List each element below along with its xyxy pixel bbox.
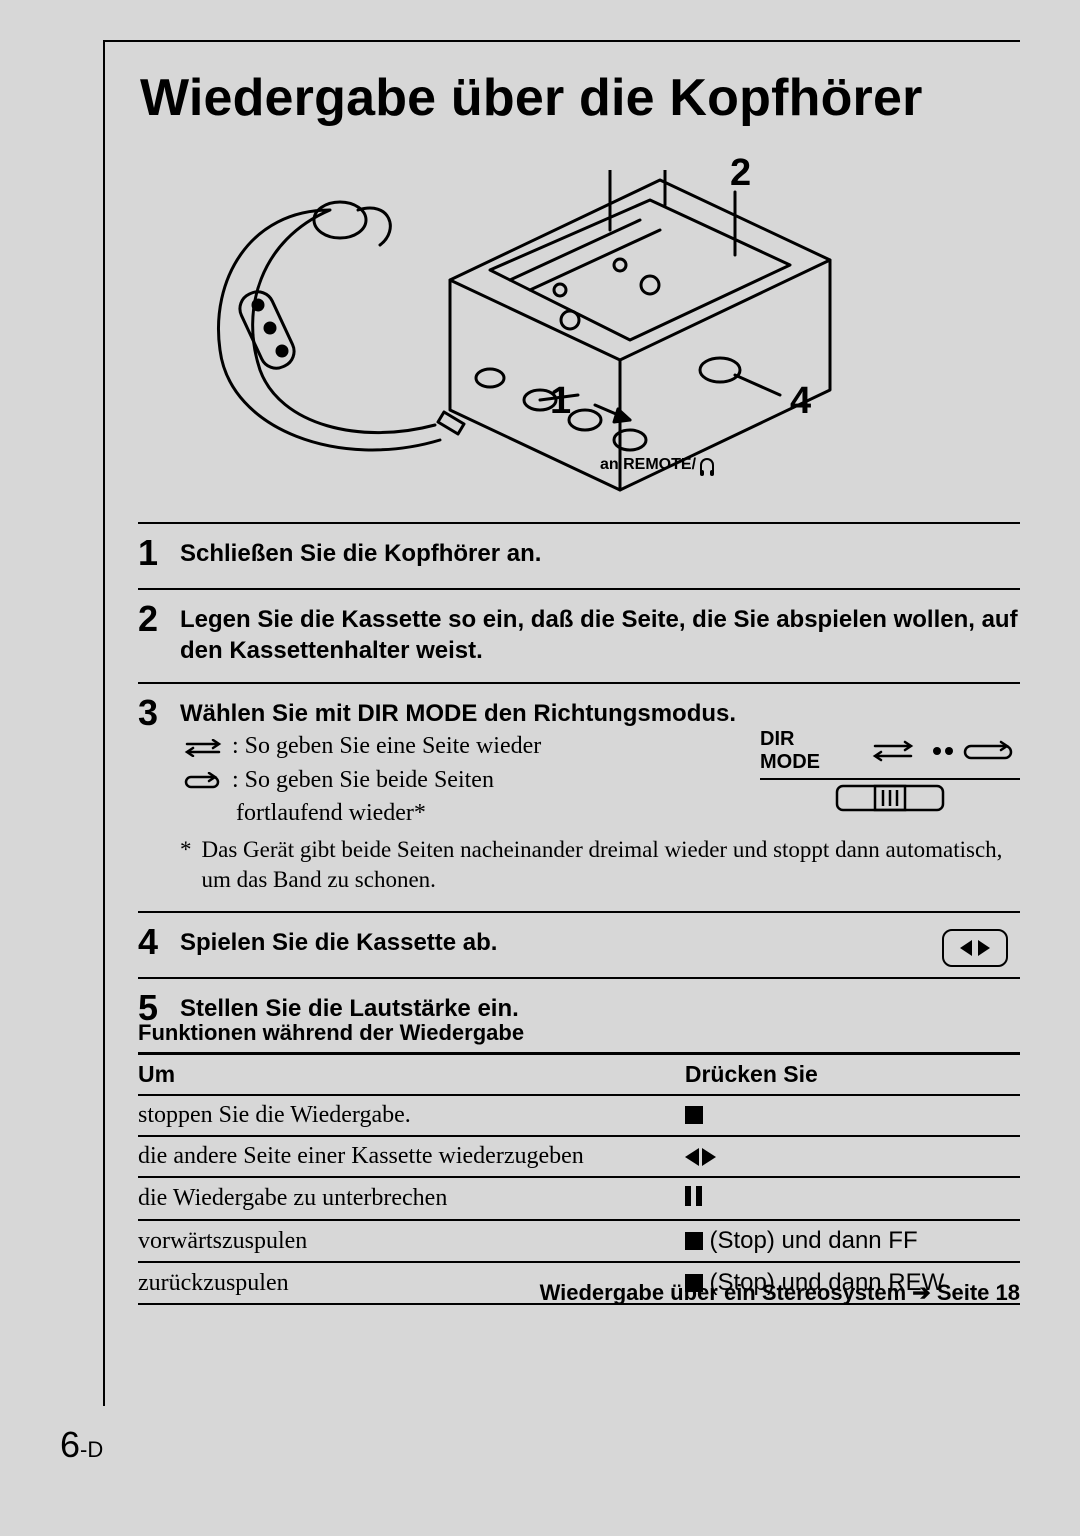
dirmode-label: DIR MODE [760,728,859,774]
dirmode-diagram: DIR MODE [760,728,1020,814]
page-title: Wiedergabe über die Kopfhörer [140,68,923,128]
dirmode-icons [871,740,1020,762]
table-row: die andere Seite einer Kassette wiederzu… [138,1136,1020,1177]
col-action: Um [138,1054,685,1096]
headphone-icon [700,458,714,472]
footer-crossref: Wiedergabe über ein Stereosystem ➔ Seite… [540,1280,1020,1306]
col-button: Drücken Sie [685,1054,1020,1096]
step-heading: Schließen Sie die Kopfhörer an. [180,538,1020,569]
pause-cell [685,1177,1020,1220]
functions-table: Um Drücken Sie stoppen Sie die Wiedergab… [138,1052,1020,1305]
device-diagram: 2 1 4 an REMOTE/ [190,170,890,510]
stop-icon [685,1106,703,1124]
step-number: 2 [138,600,166,666]
top-rule [103,40,1020,42]
step-1: 1 Schließen Sie die Kopfhörer an. [138,522,1020,588]
triangle-left-icon [960,940,972,956]
step-footnote: * Das Gerät gibt beide Seiten nacheinand… [180,835,1020,895]
stop-icon [685,1232,703,1250]
step-2: 2 Legen Sie die Kassette so ein, daß die… [138,588,1020,682]
triangle-left-icon [685,1148,699,1166]
manual-page: Wiedergabe über die Kopfhörer [0,0,1080,1536]
step-4: 4 Spielen Sie die Kassette ab. [138,911,1020,977]
steps-list: 1 Schließen Sie die Kopfhörer an. 2 Lege… [138,522,1020,1042]
table-row: vorwärtszuspulen (Stop) und dann FF [138,1220,1020,1262]
step-heading: Wählen Sie mit DIR MODE den Richtungsmod… [180,698,1020,729]
left-rule [103,40,105,1406]
step-heading: Stellen Sie die Lautstärke ein. [180,993,1020,1024]
table-row: stoppen Sie die Wiedergabe. [138,1095,1020,1136]
triangle-right-icon [978,940,990,956]
page-number: 6-D [60,1424,103,1466]
step-heading: Legen Sie die Kassette so ein, daß die S… [180,604,1020,666]
slide-switch-icon [835,784,945,814]
triangle-right-icon [702,1148,716,1166]
step-3: 3 Wählen Sie mit DIR MODE den Richtungsm… [138,682,1020,911]
remote-label: an REMOTE/ [600,456,714,474]
functions-section: Funktionen während der Wiedergabe Um Drü… [138,1020,1020,1305]
both-sides-icon [180,772,226,790]
play-button-icon [942,929,1008,967]
table-row: die Wiedergabe zu unterbrechen [138,1177,1020,1220]
callout-2: 2 [730,152,751,195]
step-number: 4 [138,923,166,961]
arrow-right-icon: ➔ [912,1280,930,1305]
remote-label-text: an REMOTE/ [600,456,696,474]
callout-1: 1 [550,380,571,423]
ff-text: (Stop) und dann FF [703,1227,918,1254]
step-number: 1 [138,534,166,572]
step-heading: Spielen Sie die Kassette ab. [180,927,1020,958]
single-side-icon [180,739,226,757]
callout-4: 4 [790,380,811,423]
stop-icon-cell [685,1095,1020,1136]
device-svg [190,170,890,510]
step-number: 3 [138,694,166,895]
functions-title: Funktionen während der Wiedergabe [138,1020,1020,1046]
pause-icon [685,1186,707,1213]
side-switch-cell [685,1136,1020,1177]
